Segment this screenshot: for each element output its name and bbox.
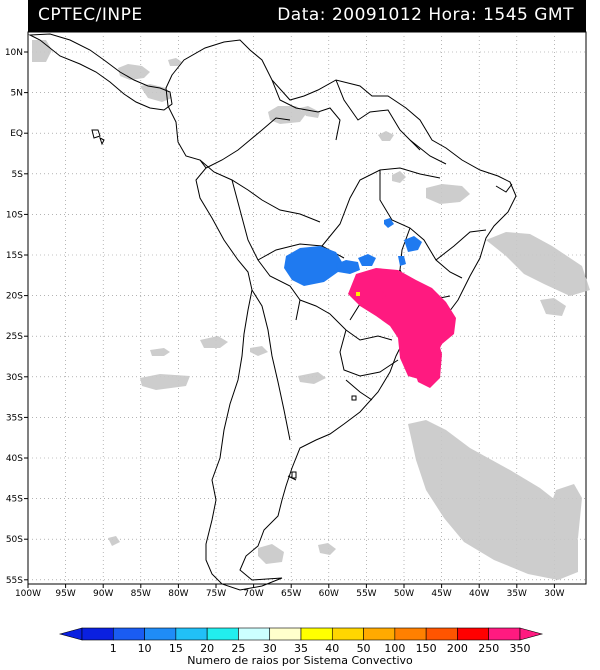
colorbar-tick-label: 15: [169, 642, 183, 655]
colorbar-tick-label: 1: [110, 642, 117, 655]
colorbar-swatch: [457, 627, 490, 641]
colorbar-swatch: [81, 627, 114, 641]
lat-label: 10S: [6, 210, 23, 220]
central-america-outline: [28, 33, 173, 111]
lon-label: 90W: [93, 589, 113, 599]
lon-label: 85W: [131, 589, 151, 599]
lon-label: 75W: [206, 589, 226, 599]
title-bar: CPTEC/INPE Data: 20091012 Hora: 1545 GMT: [28, 0, 586, 32]
colorbar-swatch: [269, 627, 302, 641]
lat-label: 20S: [6, 292, 23, 302]
colorbar-max-arrow: [519, 627, 544, 641]
colorbar-tick-label: 30: [263, 642, 277, 655]
lat-label: 5S: [12, 170, 24, 180]
lon-label: 30W: [544, 589, 564, 599]
source-label: CPTEC/INPE: [38, 5, 143, 25]
colorbar-swatch: [394, 627, 427, 641]
colorbar-swatch: [112, 627, 145, 641]
lightning-yellow-cell: [356, 292, 360, 296]
lat-label: 55S: [6, 576, 23, 586]
colorbar-swatch: [331, 627, 364, 641]
colorbar-tick-label: 250: [478, 642, 499, 655]
lat-label: 45S: [6, 495, 23, 505]
colorbar-swatch: [206, 627, 239, 641]
colorbar-tick-label: 150: [416, 642, 437, 655]
colorbar-tick-label: 35: [294, 642, 308, 655]
lat-label: 15S: [6, 251, 23, 261]
colorbar-swatch: [175, 627, 208, 641]
colorbar-tick-label: 50: [357, 642, 371, 655]
lat-label: 30S: [6, 373, 23, 383]
colorbar-tick-label: 40: [325, 642, 339, 655]
colorbar-tick-label: 200: [447, 642, 468, 655]
south-america-outline: [165, 39, 517, 591]
longitude-labels: 100W 95W 90W 85W 80W 75W 70W 65W 60W 55W 50W 45W 40W…: [15, 584, 565, 599]
colorbar-min-arrow: [58, 627, 83, 641]
lat-label: 25S: [6, 332, 23, 342]
lon-label: 70W: [243, 589, 263, 599]
colorbar-title: Numero de raios por Sistema Convectivo: [187, 654, 413, 667]
lightning-pink-systems: [348, 268, 456, 388]
colorbar-tick-label: 350: [510, 642, 531, 655]
colorbar-tick-label: 10: [138, 642, 152, 655]
graticule: [28, 32, 586, 584]
cloud-cover: [32, 40, 590, 580]
colorbar-swatch: [488, 627, 521, 641]
lat-label: 5N: [11, 89, 23, 99]
lon-label: 55W: [356, 589, 376, 599]
lon-label: 80W: [168, 589, 188, 599]
datetime-label: Data: 20091012 Hora: 1545 GMT: [277, 5, 574, 25]
lon-label: 45W: [431, 589, 451, 599]
colorbar-swatch: [300, 627, 333, 641]
lon-label: 40W: [469, 589, 489, 599]
latitude-labels: 10N 5N EQ 5S 10S 15S 20S 25S 30S 35S 40S 45S 50S 55S: [5, 48, 28, 586]
lat-label: 35S: [6, 413, 23, 423]
lon-label: 35W: [507, 589, 527, 599]
colorbar-swatch: [238, 627, 271, 641]
colorbar-swatch: [363, 627, 396, 641]
lat-label: EQ: [10, 129, 23, 139]
colorbar-swatch: [144, 627, 177, 641]
lat-label: 40S: [6, 454, 23, 464]
lon-label: 100W: [15, 589, 41, 599]
colorbar-tick-label: 25: [231, 642, 245, 655]
colorbar-swatch: [425, 627, 458, 641]
lat-label: 50S: [6, 535, 23, 545]
lon-label: 65W: [281, 589, 301, 599]
lon-label: 95W: [55, 589, 75, 599]
lon-label: 60W: [319, 589, 339, 599]
lon-label: 50W: [394, 589, 414, 599]
lat-label: 10N: [5, 48, 23, 58]
colorbar: 1 10 15 20 25 30 35 40 50 100 150 200 250 350: [58, 627, 544, 655]
lightning-blue-systems: [284, 218, 422, 286]
colorbar-tick-label: 20: [200, 642, 214, 655]
colorbar-tick-label: 100: [384, 642, 405, 655]
